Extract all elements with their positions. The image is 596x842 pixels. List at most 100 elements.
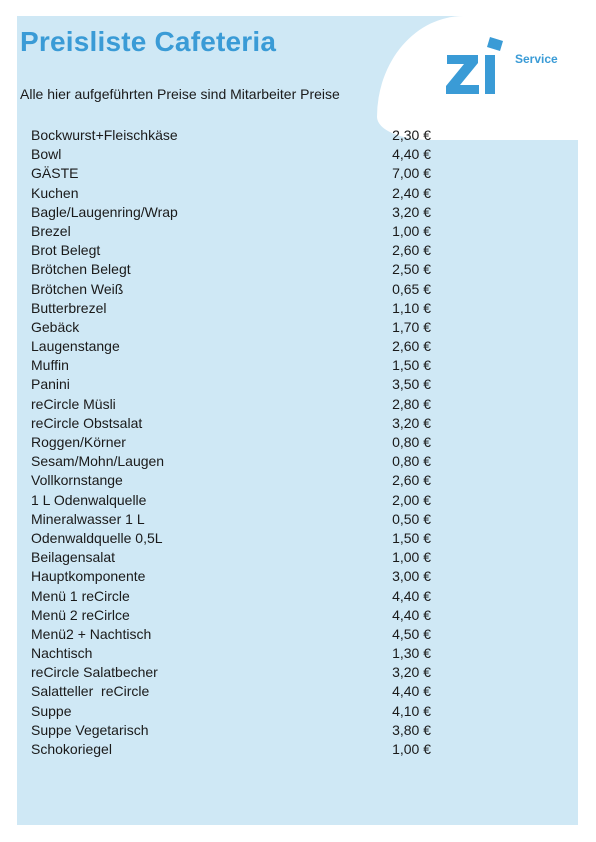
- item-price: 0,50 €: [392, 510, 431, 527]
- item-price: 0,65 €: [392, 280, 431, 297]
- page-subtitle: Alle hier aufgeführten Preise sind Mitar…: [20, 86, 340, 102]
- item-name: Kuchen: [31, 184, 79, 201]
- item-name: Bockwurst+Fleischkäse: [31, 127, 178, 143]
- item-name: Bagle/Laugenring/Wrap: [31, 203, 178, 220]
- price-row: Brötchen Belegt 2,50 €: [31, 260, 431, 279]
- price-row: Vollkornstange 2,60 €: [31, 471, 431, 490]
- item-name: Roggen/Körner: [31, 434, 126, 450]
- item-name: Butterbrezel: [31, 299, 107, 316]
- price-row: Odenwaldquelle 0,5L 1,50 €: [31, 529, 431, 548]
- item-name: Muffin: [31, 357, 69, 374]
- price-row: Menü 1 reCircle 4,40 €: [31, 587, 431, 606]
- item-price: 0,80 €: [392, 434, 431, 450]
- price-row: Kuchen 2,40 €: [31, 184, 431, 203]
- item-name: Brötchen Weiß: [31, 280, 124, 297]
- price-row: Bagle/Laugenring/Wrap 3,20 €: [31, 203, 431, 222]
- item-name: Brot Belegt: [31, 242, 101, 259]
- price-row: reCircle Müsli 2,80 €: [31, 395, 431, 414]
- item-price: 2,00 €: [392, 491, 431, 508]
- item-price: 1,30 €: [392, 645, 431, 662]
- price-row: Suppe 4,10 €: [31, 702, 431, 721]
- item-name: Menü 2 reCirlce: [31, 606, 130, 623]
- item-name: Salatteller reCircle: [31, 683, 150, 700]
- item-price: 2,60 €: [392, 472, 431, 489]
- price-row: Bockwurst+Fleischkäse 2,30 €: [31, 126, 431, 145]
- item-price: 7,00 €: [392, 165, 431, 182]
- item-name: Menü 1 reCircle: [31, 587, 130, 604]
- item-name: Suppe: [31, 702, 72, 719]
- price-row: Mineralwasser 1 L 0,50 €: [31, 510, 431, 529]
- item-price: 0,80 €: [392, 453, 431, 470]
- item-price: 4,50 €: [392, 625, 431, 642]
- price-row: Brezel 1,00 €: [31, 222, 431, 241]
- item-price: 4,10 €: [392, 702, 431, 719]
- item-name: reCircle Obstsalat: [31, 414, 143, 431]
- price-row: Panini 3,50 €: [31, 375, 431, 394]
- price-row: Suppe Vegetarisch 3,80 €: [31, 721, 431, 740]
- background-panel: [17, 16, 578, 825]
- item-price: 3,50 €: [392, 376, 431, 393]
- price-row: Laugenstange 2,60 €: [31, 337, 431, 356]
- price-row: GÄSTE 7,00 €: [31, 164, 431, 183]
- price-row: Roggen/Körner 0,80 €: [31, 433, 431, 452]
- item-price: 4,40 €: [392, 146, 431, 163]
- item-price: 4,40 €: [392, 683, 431, 700]
- item-price: 2,30 €: [392, 127, 431, 143]
- item-name: Menü2 + Nachtisch: [31, 625, 152, 642]
- item-price: 3,20 €: [392, 414, 431, 431]
- price-row: Butterbrezel 1,10 €: [31, 299, 431, 318]
- price-row: Sesam/Mohn/Laugen 0,80 €: [31, 452, 431, 471]
- item-name: Brezel: [31, 222, 71, 239]
- item-price: 1,00 €: [392, 222, 431, 239]
- item-name: Brötchen Belegt: [31, 261, 131, 278]
- item-name: Panini: [31, 376, 70, 393]
- price-row: reCircle Salatbecher 3,20 €: [31, 663, 431, 682]
- price-row: Muffin 1,50 €: [31, 356, 431, 375]
- item-price: 2,60 €: [392, 338, 431, 355]
- price-row: Menü 2 reCirlce 4,40 €: [31, 606, 431, 625]
- item-name: 1 L Odenwalquelle: [31, 491, 147, 508]
- item-name: Gebäck: [31, 318, 80, 335]
- price-row: Schokoriegel 1,00 €: [31, 740, 431, 759]
- item-price: 3,20 €: [392, 664, 431, 681]
- zi-logo-icon: [446, 37, 503, 94]
- item-name: reCircle Salatbecher: [31, 664, 158, 681]
- price-row: Bowl 4,40 €: [31, 145, 431, 164]
- price-row: Nachtisch 1,30 €: [31, 644, 431, 663]
- item-name: GÄSTE: [31, 165, 79, 182]
- item-price: 1,50 €: [392, 357, 431, 374]
- item-name: Hauptkomponente: [31, 568, 146, 585]
- item-name: Sesam/Mohn/Laugen: [31, 453, 165, 470]
- price-row: Menü2 + Nachtisch 4,50 €: [31, 625, 431, 644]
- item-price: 2,60 €: [392, 242, 431, 259]
- item-name: Mineralwasser 1 L: [31, 510, 145, 527]
- item-price: 1,00 €: [392, 741, 431, 757]
- item-price: 3,20 €: [392, 203, 431, 220]
- item-name: reCircle Müsli: [31, 395, 116, 412]
- item-price: 1,70 €: [392, 318, 431, 335]
- page-title: Preisliste Cafeteria: [20, 26, 277, 57]
- item-price: 1,00 €: [392, 549, 431, 566]
- price-row: Beilagensalat 1,00 €: [31, 548, 431, 567]
- item-name: Beilagensalat: [31, 549, 116, 566]
- logo-corner-cutout: [377, 16, 578, 140]
- item-name: Nachtisch: [31, 645, 93, 662]
- price-row: Hauptkomponente 3,00 €: [31, 567, 431, 586]
- item-price: 4,40 €: [392, 606, 431, 623]
- item-price: 3,00 €: [392, 568, 431, 585]
- item-price: 1,50 €: [392, 529, 431, 546]
- item-price: 2,40 €: [392, 184, 431, 201]
- item-price: 4,40 €: [392, 587, 431, 604]
- item-name: Schokoriegel: [31, 741, 112, 757]
- price-row: Gebäck 1,70 €: [31, 318, 431, 337]
- item-name: Vollkornstange: [31, 472, 123, 489]
- price-row: Brot Belegt 2,60 €: [31, 241, 431, 260]
- item-name: Odenwaldquelle 0,5L: [31, 529, 163, 546]
- item-name: Bowl: [31, 146, 62, 163]
- price-row: 1 L Odenwalquelle 2,00 €: [31, 491, 431, 510]
- item-price: 2,50 €: [392, 261, 431, 278]
- item-name: Suppe Vegetarisch: [31, 721, 149, 738]
- price-row: Brötchen Weiß 0,65 €: [31, 280, 431, 299]
- price-list: Bockwurst+Fleischkäse 2,30 € Bowl 4,40 € GÄS…: [31, 126, 431, 759]
- item-price: 3,80 €: [392, 721, 431, 738]
